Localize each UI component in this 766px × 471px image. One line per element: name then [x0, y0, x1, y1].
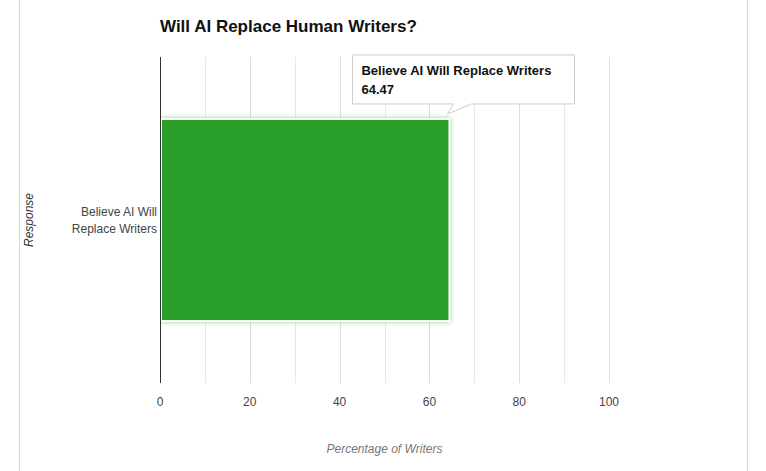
- x-tick-label: 60: [423, 395, 437, 409]
- grid-line: [609, 57, 610, 383]
- y-axis-label: Response: [22, 193, 36, 247]
- callout-category: Believe AI Will Replace Writers: [361, 63, 551, 78]
- card-border: [747, 0, 748, 471]
- grid-line: [160, 57, 161, 383]
- chart-title: Will AI Replace Human Writers?: [160, 17, 417, 36]
- category-label-line: Replace Writers: [72, 222, 157, 236]
- minor-grid-line: [474, 57, 475, 383]
- category-label: Believe AI Will Replace Writers: [72, 205, 157, 236]
- category-label-line: Believe AI Will: [81, 205, 157, 219]
- axis-line: [160, 57, 161, 383]
- data-label: 64.47: [361, 82, 394, 97]
- data-label-callout: Believe AI Will Replace Writers 64.47: [352, 55, 574, 114]
- minor-grid-line: [564, 57, 565, 383]
- x-axis-label: Percentage of Writers: [326, 442, 442, 456]
- callout-box: [352, 55, 574, 114]
- x-tick-label: 40: [333, 395, 347, 409]
- x-tick-label: 20: [243, 395, 257, 409]
- grid-line: [519, 57, 520, 383]
- chart-svg: 0 20 40 60 80 100 Believe AI Will Replace Write…: [0, 0, 766, 471]
- bars: [161, 119, 449, 321]
- x-tick-label: 80: [513, 395, 527, 409]
- card-border: [19, 0, 20, 471]
- chart-container: 0 20 40 60 80 100 Believe AI Will Replace Write…: [0, 0, 766, 471]
- x-tick-label: 100: [599, 395, 619, 409]
- bar: [161, 119, 449, 321]
- x-tick-label: 0: [157, 395, 164, 409]
